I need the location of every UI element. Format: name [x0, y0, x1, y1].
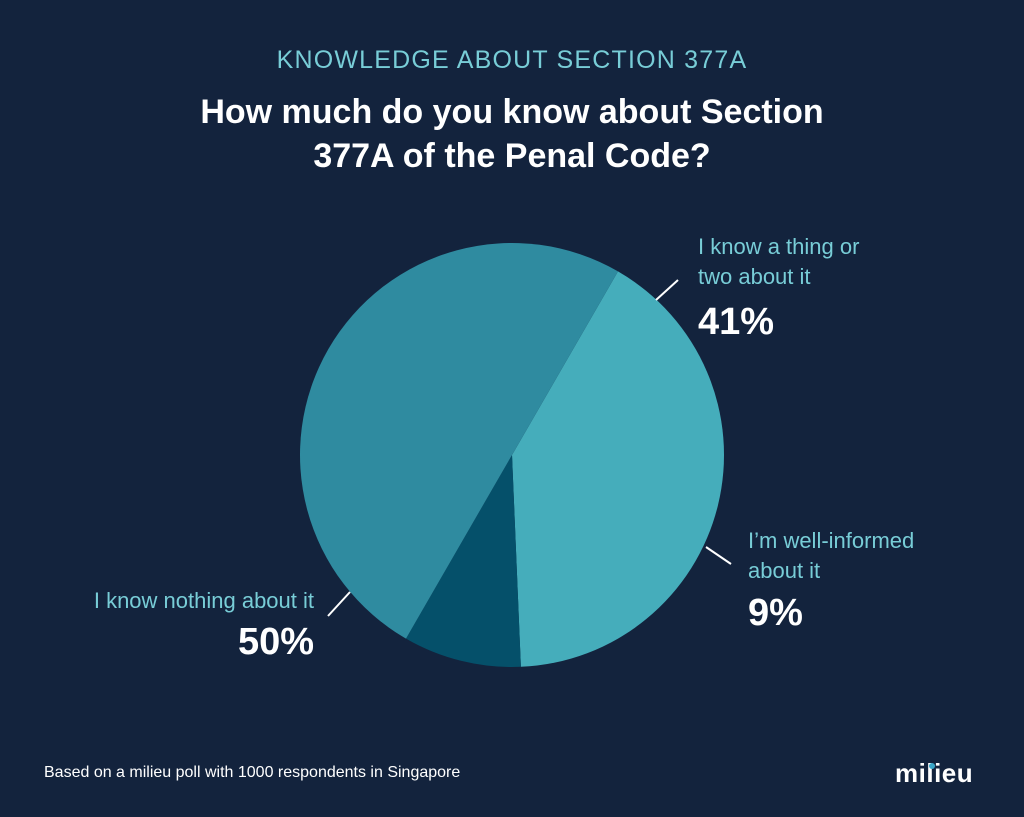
slice-value-thing: 41% — [698, 301, 775, 343]
leader-line-thing — [655, 279, 679, 301]
chart-kicker: KNOWLEDGE ABOUT SECTION 377A — [276, 46, 748, 74]
slice-label-well-line1: I’m well-informed — [748, 528, 915, 553]
slice-label-well-line2: about it — [748, 558, 821, 583]
footnote: Based on a milieu poll with 1000 respond… — [44, 764, 461, 781]
slice-label-nothing: I know nothing about it — [93, 588, 314, 613]
pie-slice-thing — [512, 271, 724, 667]
slice-label-thing: I know a thing or two about it — [698, 232, 859, 292]
slice-label-thing-line1: I know a thing or — [698, 234, 860, 259]
slice-value-nothing: 50% — [237, 621, 314, 663]
pie-slice-well — [406, 455, 521, 667]
brand-logo-dot — [929, 763, 935, 769]
chart-title: How much do you know about Section 377A … — [200, 93, 824, 175]
pie-slice-nothing — [299, 242, 618, 639]
slice-value-well: 9% — [748, 592, 803, 634]
brand-logo: milieu — [895, 758, 974, 788]
leader-line-well — [705, 546, 732, 565]
slice-label-well: I’m well-informed about it — [748, 526, 914, 586]
slice-label-thing-line2: two about it — [698, 264, 811, 289]
leader-line-nothing — [327, 591, 351, 617]
